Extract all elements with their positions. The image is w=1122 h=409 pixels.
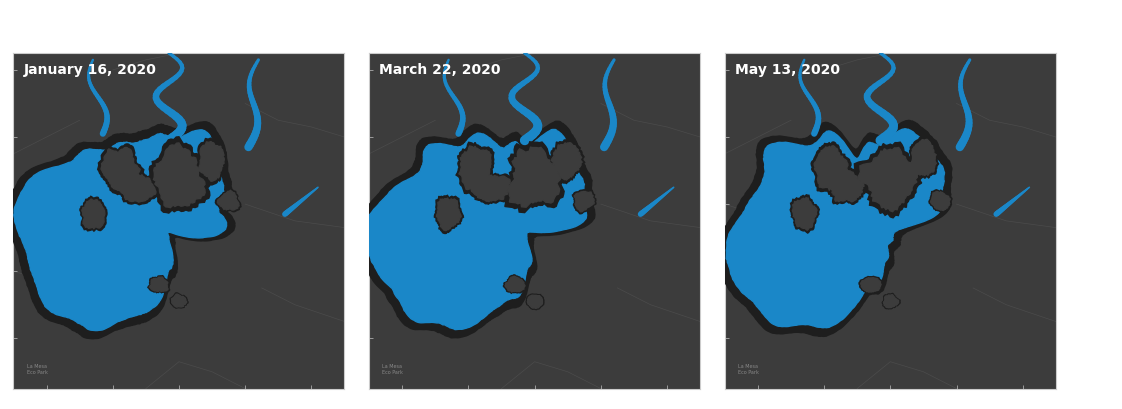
- Polygon shape: [101, 147, 140, 190]
- Polygon shape: [149, 277, 168, 292]
- Polygon shape: [13, 130, 227, 330]
- Polygon shape: [857, 148, 919, 211]
- Polygon shape: [574, 191, 595, 212]
- Polygon shape: [859, 276, 883, 293]
- Text: January 16, 2020: January 16, 2020: [24, 63, 156, 77]
- Polygon shape: [527, 295, 543, 308]
- Polygon shape: [811, 142, 850, 195]
- Polygon shape: [852, 142, 923, 218]
- Polygon shape: [929, 190, 953, 212]
- Polygon shape: [572, 190, 596, 214]
- Polygon shape: [829, 170, 864, 202]
- Polygon shape: [215, 189, 241, 212]
- Polygon shape: [154, 143, 205, 208]
- Polygon shape: [883, 294, 899, 308]
- Text: May 13, 2020: May 13, 2020: [735, 63, 839, 77]
- Polygon shape: [792, 198, 817, 230]
- Text: La Mesa
Eco Park: La Mesa Eco Park: [383, 364, 403, 375]
- Polygon shape: [551, 143, 582, 180]
- Polygon shape: [549, 139, 585, 184]
- Polygon shape: [6, 122, 234, 339]
- Polygon shape: [827, 167, 867, 204]
- Polygon shape: [726, 129, 945, 328]
- Polygon shape: [364, 130, 587, 330]
- Polygon shape: [434, 196, 463, 234]
- Polygon shape: [149, 137, 210, 213]
- Polygon shape: [171, 293, 188, 308]
- Polygon shape: [466, 170, 514, 204]
- Polygon shape: [82, 199, 104, 229]
- Polygon shape: [502, 142, 564, 213]
- Polygon shape: [930, 191, 950, 211]
- Polygon shape: [196, 138, 227, 185]
- Polygon shape: [199, 142, 224, 181]
- Polygon shape: [172, 294, 187, 307]
- Polygon shape: [505, 276, 525, 292]
- Polygon shape: [436, 198, 461, 231]
- Polygon shape: [218, 190, 239, 210]
- Polygon shape: [910, 139, 936, 175]
- Polygon shape: [80, 196, 107, 231]
- Text: La Mesa
Eco Park: La Mesa Eco Park: [27, 364, 47, 375]
- Text: La Mesa
Eco Park: La Mesa Eco Park: [738, 364, 758, 375]
- Polygon shape: [98, 144, 144, 195]
- Polygon shape: [504, 275, 527, 293]
- Polygon shape: [882, 293, 900, 309]
- Text: March 22, 2020: March 22, 2020: [379, 63, 500, 77]
- Polygon shape: [117, 173, 156, 202]
- Polygon shape: [459, 146, 491, 189]
- Polygon shape: [526, 294, 544, 310]
- Polygon shape: [456, 142, 494, 193]
- Polygon shape: [718, 120, 951, 337]
- Polygon shape: [148, 276, 169, 293]
- Polygon shape: [790, 195, 819, 233]
- Polygon shape: [907, 136, 939, 178]
- Polygon shape: [356, 121, 595, 338]
- Polygon shape: [470, 173, 511, 202]
- Polygon shape: [815, 146, 848, 191]
- Polygon shape: [506, 147, 560, 207]
- Polygon shape: [112, 171, 159, 205]
- Polygon shape: [861, 278, 881, 292]
